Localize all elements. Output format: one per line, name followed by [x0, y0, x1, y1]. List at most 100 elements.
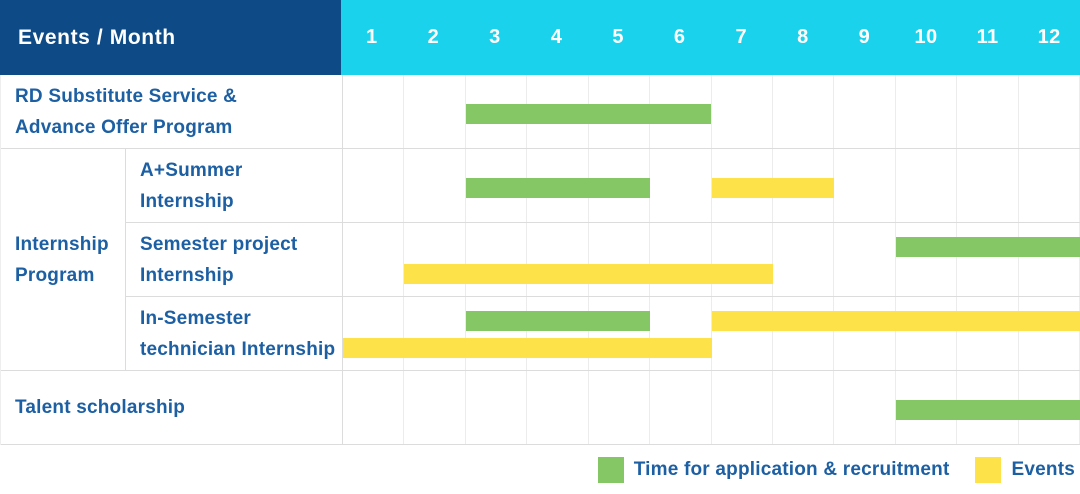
group-label: Internship Program [1, 149, 126, 370]
gridline-cell [712, 75, 773, 148]
legend-item-event: Events [975, 456, 1075, 483]
gridline-cell [343, 75, 405, 148]
row-label: RD Substitute Service & Advance Offer Pro… [1, 75, 342, 148]
gantt-bar-application [465, 311, 651, 331]
gridline-cell [712, 223, 773, 296]
gridline-cell [343, 297, 405, 370]
row-label-line: RD Substitute Service & [15, 85, 238, 107]
legend: Time for application & recruitment Events [0, 445, 1080, 494]
gridline-cell [404, 223, 466, 296]
gantt-bar-application [895, 237, 1080, 257]
gridline-cell [650, 297, 712, 370]
month-header-cell: 6 [673, 26, 686, 48]
month-header-cell: 2 [427, 26, 440, 48]
legend-item-application: Time for application & recruitment [597, 456, 950, 483]
month-header-cell: 5 [612, 26, 624, 48]
legend-label: Time for application & recruitment [633, 458, 950, 480]
gridline-cell [1019, 297, 1080, 370]
gridline-cell [589, 223, 651, 296]
table-header: Events / Month 1 2 3 4 5 6 7 8 9 10 11 12 [0, 0, 1080, 75]
row-label-line: Internship [140, 190, 234, 212]
legend-swatch-application [597, 456, 624, 483]
month-header-cell: 1 [366, 26, 378, 48]
row-label: Talent scholarship [1, 371, 342, 444]
gantt-bar-event [404, 264, 773, 284]
gridline-cell [404, 149, 466, 222]
gantt-bar-event [711, 178, 835, 198]
gridline-cell [589, 371, 651, 444]
month-header-cell: 8 [797, 26, 809, 48]
events-month-header-cell: Events / Month [0, 0, 341, 75]
row-label: Semester project Internship [126, 223, 342, 296]
gridline-cell [1019, 75, 1080, 148]
gantt-bar-application [465, 178, 651, 198]
row-label-line: Internship [140, 264, 234, 286]
event-row: RD Substitute Service & Advance Offer Pro… [1, 75, 1080, 149]
month-header-cell: 7 [735, 26, 748, 48]
gantt-bar-event [343, 338, 712, 358]
gridline-cell [834, 75, 896, 148]
group-rows: A+Summer Internship Semester project Intern… [126, 149, 1080, 370]
chart-area [342, 371, 1080, 444]
row-label-line: Talent scholarship [15, 397, 186, 418]
gridline-cell [834, 371, 896, 444]
gridline-cell [650, 223, 712, 296]
chart-area [342, 75, 1080, 148]
gridline-cell [957, 75, 1019, 148]
gridline-cell [343, 371, 405, 444]
gridline-cell [834, 223, 896, 296]
gridline-cell [404, 75, 466, 148]
gridline-cell [650, 371, 712, 444]
month-header-cell: 9 [858, 26, 871, 48]
gridline-cell [343, 223, 405, 296]
gridline-cell [466, 223, 528, 296]
gridline-cell [589, 297, 651, 370]
gridline-cell [896, 149, 958, 222]
gridline-cell [712, 297, 773, 370]
row-label-line: Internship [15, 233, 109, 255]
gridline-cell [834, 297, 896, 370]
gridline-cell [343, 149, 405, 222]
month-header-row: 1 2 3 4 5 6 7 8 9 10 11 12 [341, 0, 1080, 75]
row-label-line: Semester project [140, 233, 298, 255]
gridline-cell [466, 297, 528, 370]
month-header-cell: 4 [550, 26, 563, 48]
gridline-cell [957, 297, 1019, 370]
month-header-cell: 3 [489, 26, 501, 48]
event-row: A+Summer Internship [126, 149, 1080, 223]
gridline-cell [773, 297, 835, 370]
row-label-line: In-Semester [140, 307, 251, 329]
chart-area [342, 149, 1080, 222]
gridline-cell [773, 371, 835, 444]
gridline-cell [896, 75, 958, 148]
event-row: Semester project Internship [126, 223, 1080, 297]
row-label: In-Semester technician Internship [126, 297, 342, 370]
gridline-cell [834, 149, 896, 222]
gridline-cell [957, 149, 1019, 222]
chart-area [342, 297, 1080, 370]
event-row: In-Semester technician Internship [126, 297, 1080, 370]
legend-label: Events [1011, 458, 1075, 480]
row-label-line: technician Internship [140, 338, 336, 360]
gridline-cell [773, 223, 835, 296]
gridline-cell [527, 223, 589, 296]
gridline-cell [404, 297, 466, 370]
gridline-cell [712, 371, 773, 444]
gridline-cell [404, 371, 466, 444]
event-row: Talent scholarship [1, 371, 1080, 445]
row-label-line: Program [15, 264, 95, 286]
gridline-cell [957, 223, 1019, 296]
table-body: RD Substitute Service & Advance Offer Pro… [0, 75, 1080, 445]
month-header-cell: 10 [914, 26, 938, 48]
month-header-cell: 11 [976, 26, 999, 48]
gridline-cell [896, 223, 958, 296]
gantt-bar-application [465, 104, 712, 124]
gridline-cell [896, 297, 958, 370]
legend-swatch-event [975, 456, 1002, 483]
gantt-bar-application [895, 400, 1080, 420]
chart-area [342, 223, 1080, 296]
gridline-cell [527, 297, 589, 370]
month-header-cell: 12 [1037, 26, 1061, 48]
gantt-bar-event [711, 311, 1080, 331]
internship-program-group: Internship Program A+Summer Internship Semes… [1, 149, 1080, 371]
